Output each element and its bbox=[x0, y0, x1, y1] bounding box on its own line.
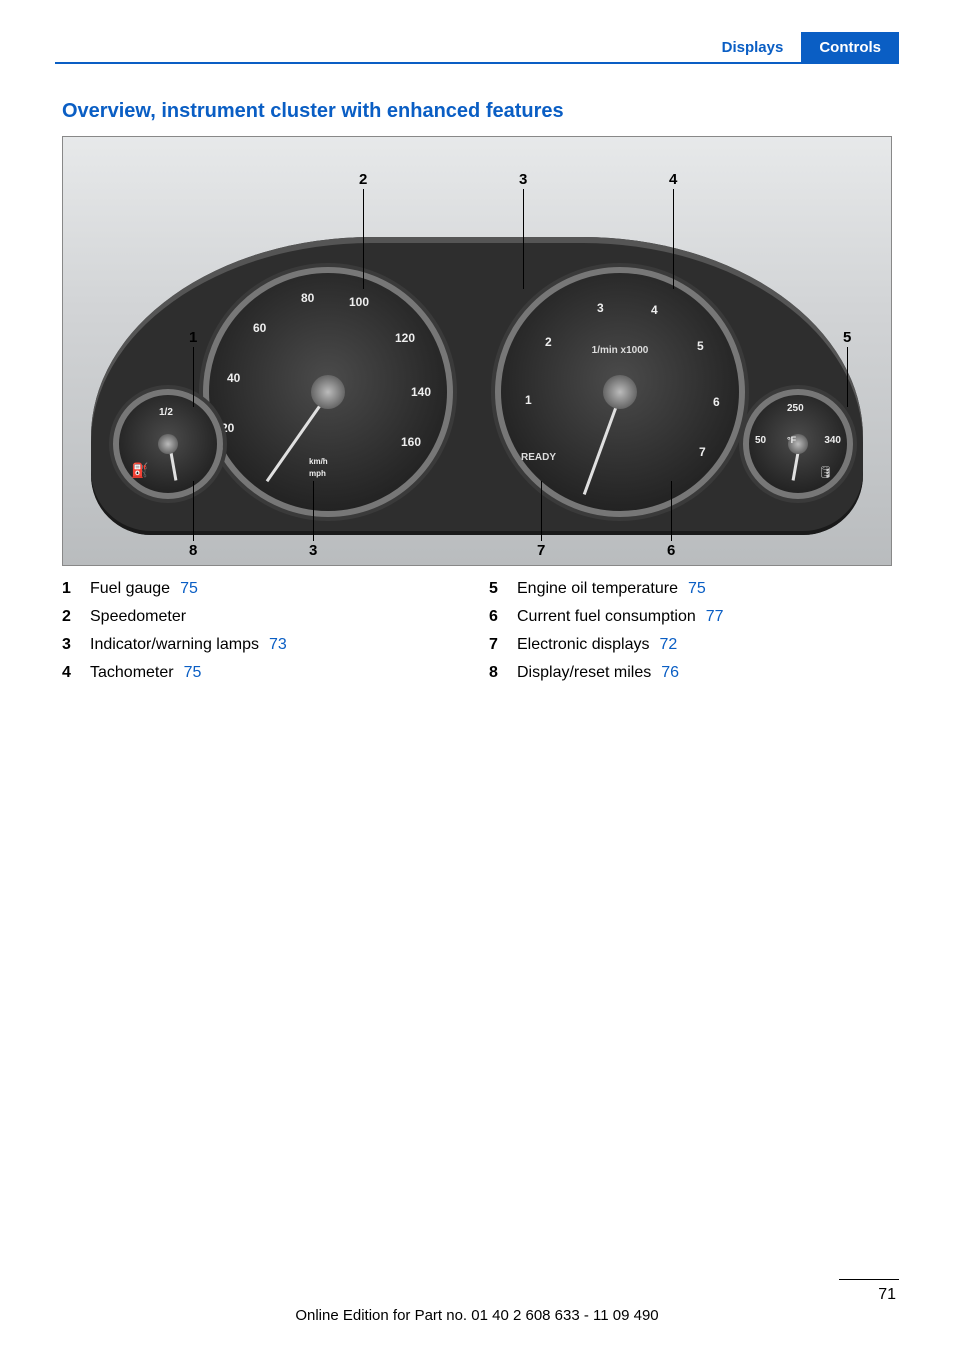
callout-number: 3 bbox=[309, 542, 317, 559]
legend-label: Engine oil temperature bbox=[517, 580, 678, 598]
speedo-120: 120 bbox=[395, 331, 415, 345]
speedo-60: 60 bbox=[253, 321, 266, 335]
fuel-half: 1/2 bbox=[159, 407, 173, 418]
callout-line bbox=[523, 189, 524, 289]
tach-7: 7 bbox=[699, 445, 706, 459]
speedo-40: 40 bbox=[227, 371, 240, 385]
legend-page-link[interactable]: 76 bbox=[661, 664, 679, 682]
speedometer-gauge: 20 40 60 80 100 120 140 160 mph km/h bbox=[203, 267, 453, 517]
callout-line bbox=[363, 189, 364, 289]
legend-page-link[interactable]: 73 bbox=[269, 636, 287, 654]
tab-controls: Controls bbox=[801, 32, 899, 62]
callout-number: 5 bbox=[843, 329, 851, 346]
legend-num: 8 bbox=[489, 664, 517, 682]
legend-label: Speedometer bbox=[90, 608, 186, 626]
temp-unit: °F bbox=[787, 435, 796, 445]
callout-line bbox=[313, 481, 314, 541]
legend-page-link[interactable]: 75 bbox=[688, 580, 706, 598]
header-tabs: Displays Controls bbox=[704, 32, 899, 62]
legend-col-left: 1Fuel gauge752Speedometer3Indicator/warn… bbox=[62, 580, 465, 692]
legend-label: Indicator/warning lamps bbox=[90, 636, 259, 654]
tachometer-gauge: 1/min x1000 READY 1 2 3 4 5 6 7 bbox=[495, 267, 745, 517]
callout-number: 4 bbox=[669, 171, 677, 188]
legend-page-link[interactable]: 75 bbox=[180, 580, 198, 598]
fuel-gauge: 1/2 ⛽ bbox=[113, 389, 223, 499]
speedo-100: 100 bbox=[349, 295, 369, 309]
temp-340: 340 bbox=[824, 435, 841, 446]
callout-line bbox=[673, 189, 674, 289]
legend-num: 4 bbox=[62, 664, 90, 682]
tach-ready: READY bbox=[521, 452, 556, 463]
legend-num: 1 bbox=[62, 580, 90, 598]
header-rule bbox=[55, 62, 899, 64]
tach-2: 2 bbox=[545, 335, 552, 349]
fuel-pump-icon: ⛽ bbox=[131, 462, 148, 479]
speedo-20: 20 bbox=[221, 421, 234, 435]
footer-text: Online Edition for Part no. 01 40 2 608 … bbox=[0, 1307, 954, 1324]
tach-1: 1 bbox=[525, 393, 532, 407]
tach-3: 3 bbox=[597, 301, 604, 315]
speedo-unit-kmh: km/h bbox=[309, 457, 328, 466]
callout-line bbox=[541, 481, 542, 541]
legend-row: 3Indicator/warning lamps 73 bbox=[62, 636, 465, 654]
callout-line bbox=[193, 347, 194, 407]
callout-line bbox=[193, 481, 194, 541]
legend-num: 2 bbox=[62, 608, 90, 626]
speedo-160: 160 bbox=[401, 435, 421, 449]
oil-can-icon: 🛢 bbox=[818, 465, 833, 479]
legend-row: 1Fuel gauge 75 bbox=[62, 580, 465, 598]
legend-num: 5 bbox=[489, 580, 517, 598]
legend-row: 7Electronic displays 72 bbox=[489, 636, 892, 654]
tach-4: 4 bbox=[651, 303, 658, 317]
temp-gauge: 250 50 340 °F 🛢 bbox=[743, 389, 853, 499]
speedo-80: 80 bbox=[301, 291, 314, 305]
speedo-unit-mph: mph bbox=[309, 469, 326, 478]
tach-5: 5 bbox=[697, 339, 704, 353]
instrument-cluster-figure: 20 40 60 80 100 120 140 160 mph km/h 1/m… bbox=[62, 136, 892, 566]
page-rule bbox=[839, 1279, 899, 1280]
speedo-140: 140 bbox=[411, 385, 431, 399]
legend-row: 4Tachometer 75 bbox=[62, 664, 465, 682]
section-title: Overview, instrument cluster with enhanc… bbox=[62, 100, 564, 123]
tach-6: 6 bbox=[713, 395, 720, 409]
legend-num: 6 bbox=[489, 608, 517, 626]
callout-number: 3 bbox=[519, 171, 527, 188]
legend-num: 3 bbox=[62, 636, 90, 654]
legend-page-link[interactable]: 75 bbox=[184, 664, 202, 682]
page-number: 71 bbox=[878, 1286, 896, 1304]
callout-number: 2 bbox=[359, 171, 367, 188]
fuel-hub bbox=[158, 434, 178, 454]
callout-number: 1 bbox=[189, 329, 197, 346]
tab-displays: Displays bbox=[704, 32, 802, 62]
legend-row: 2Speedometer bbox=[62, 608, 465, 626]
legend-row: 6Current fuel consumption 77 bbox=[489, 608, 892, 626]
legend-label: Fuel gauge bbox=[90, 580, 170, 598]
legend-label: Current fuel consumption bbox=[517, 608, 696, 626]
legend-label: Electronic displays bbox=[517, 636, 650, 654]
temp-50: 50 bbox=[755, 435, 766, 446]
legend-num: 7 bbox=[489, 636, 517, 654]
legend: 1Fuel gauge752Speedometer3Indicator/warn… bbox=[62, 580, 892, 692]
legend-label: Tachometer bbox=[90, 664, 174, 682]
callout-number: 6 bbox=[667, 542, 675, 559]
speedometer-hub bbox=[311, 375, 345, 409]
legend-page-link[interactable]: 77 bbox=[706, 608, 724, 626]
callout-line bbox=[671, 481, 672, 541]
tachometer-hub bbox=[603, 375, 637, 409]
callout-line bbox=[847, 347, 848, 407]
callout-number: 8 bbox=[189, 542, 197, 559]
legend-page-link[interactable]: 72 bbox=[660, 636, 678, 654]
callout-number: 7 bbox=[537, 542, 545, 559]
legend-row: 5Engine oil temperature 75 bbox=[489, 580, 892, 598]
legend-col-right: 5Engine oil temperature 75 6Current fuel c… bbox=[489, 580, 892, 692]
legend-label: Display/reset miles bbox=[517, 664, 651, 682]
temp-250: 250 bbox=[787, 403, 804, 414]
legend-row: 8Display/reset miles 76 bbox=[489, 664, 892, 682]
